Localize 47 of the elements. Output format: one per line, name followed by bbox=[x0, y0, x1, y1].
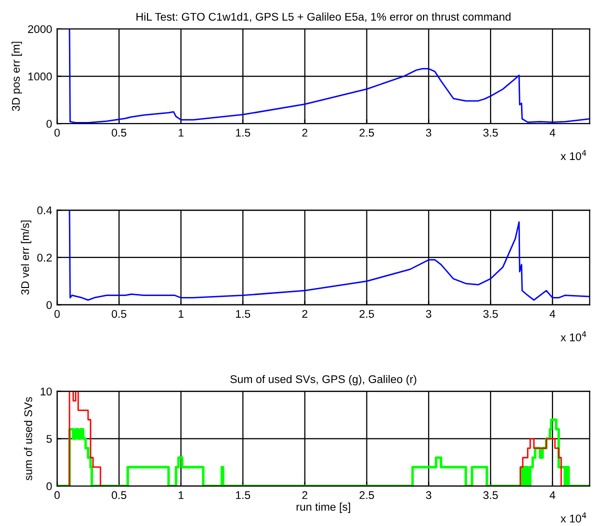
y-tick-label: 2000 bbox=[28, 25, 52, 34]
x-tick-label: 3 bbox=[426, 310, 432, 318]
y-axis-title: sum of used SVs bbox=[24, 397, 32, 480]
x-tick-label: 0.5 bbox=[112, 128, 126, 137]
x-tick-label: 0 bbox=[54, 310, 60, 318]
x-tick-label: 2 bbox=[302, 310, 308, 318]
x-tick-label: 0.5 bbox=[112, 310, 126, 318]
x-tick-label: 2.5 bbox=[360, 310, 374, 318]
text: x 10$^{4}$ bbox=[560, 150, 586, 160]
x-tick-label: 2 bbox=[302, 128, 308, 137]
x-tick-label: 3.5 bbox=[483, 310, 498, 318]
x-tick-label: 1 bbox=[178, 310, 184, 318]
x-tick-label: 2.5 bbox=[360, 491, 374, 500]
x-tick-label: 3 bbox=[426, 491, 432, 500]
y-tick-label: 0.2 bbox=[37, 254, 52, 262]
y-tick-label: 1000 bbox=[28, 72, 52, 80]
chart-title: HiL Test: GTO C1w1d1, GPS L5 + Galileo E5a, 1% error on thrust command bbox=[136, 12, 510, 22]
x-tick-label: 3 bbox=[426, 128, 432, 137]
x-tick-label: 0 bbox=[54, 491, 60, 500]
x-tick-label: 2.5 bbox=[360, 128, 374, 137]
x-tick-label: 4 bbox=[550, 128, 556, 137]
x-tick-label: 2 bbox=[302, 491, 308, 499]
x-tick-label: 1.5 bbox=[236, 310, 250, 318]
x-tick-label: 1 bbox=[178, 491, 184, 499]
y-tick-label: 0 bbox=[46, 301, 52, 309]
y-tick-label: 5 bbox=[46, 435, 52, 443]
y-axis-title: 3D pos err [m] bbox=[12, 42, 22, 112]
x-tick-label: 1.5 bbox=[236, 128, 250, 137]
y-tick-label: 0 bbox=[46, 482, 52, 490]
y-tick-label: 10 bbox=[40, 388, 52, 396]
x-tick-label: 3.5 bbox=[483, 491, 498, 500]
chart-title: Sum of used SVs, GPS (g), Galileo (r) bbox=[230, 374, 416, 386]
x-tick-label: 0.5 bbox=[112, 491, 126, 500]
x-tick-label: 4 bbox=[550, 310, 556, 318]
x-tick-label: 1.5 bbox=[236, 491, 250, 500]
y-tick-label: 0 bbox=[46, 120, 52, 128]
x-tick-label: 0 bbox=[54, 128, 60, 137]
text: x 10$^{4}$ bbox=[560, 512, 586, 523]
text: x 10$^{4}$ bbox=[560, 331, 586, 342]
y-axis-title: 3D vel err [m/s] bbox=[20, 220, 32, 295]
line-series bbox=[68, 28, 590, 124]
x-tick-label: 3.5 bbox=[483, 128, 498, 137]
line-series bbox=[68, 210, 590, 301]
x-axis-title: run time [s] bbox=[296, 502, 350, 513]
x-tick-label: 4 bbox=[550, 491, 556, 499]
y-tick-label: 0.4 bbox=[37, 206, 52, 214]
x-tick-label: 1 bbox=[178, 128, 184, 137]
